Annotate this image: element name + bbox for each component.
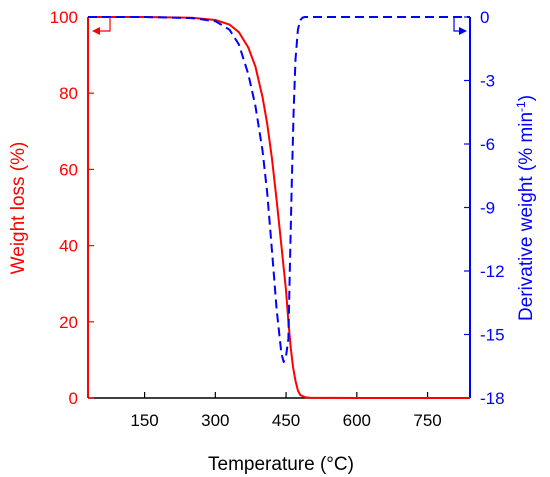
left-y-tick-label: 80	[59, 84, 78, 103]
right-y-tick-label: -12	[480, 262, 505, 281]
x-axis-title: Temperature (°C)	[208, 454, 354, 475]
left-y-tick-label: 0	[69, 389, 78, 408]
right-y-tick-label: -9	[480, 199, 495, 218]
annotation-layer	[92, 17, 467, 35]
x-tick-label: 600	[343, 411, 371, 430]
right-y-tick-label: -3	[480, 72, 495, 91]
left-axis-arrow-line	[96, 17, 111, 32]
right-axis-arrowhead	[459, 27, 467, 35]
left-y-tick-label: 20	[59, 313, 78, 332]
right-axis-title-main: Derivative weight (% min	[516, 112, 537, 321]
series-layer	[88, 16, 470, 399]
tick-layer: 150 300 450 600 750 0 20 40 60 80 100 0 -3 -6 -9 -12 -15…	[50, 8, 505, 430]
left-y-tick-label: 100	[50, 8, 78, 27]
weight-loss-line	[88, 16, 470, 399]
x-tick-label: 750	[413, 411, 441, 430]
right-axis-title-close: )	[516, 95, 537, 101]
x-tick-label: 150	[130, 411, 158, 430]
x-tick-label: 450	[272, 411, 300, 430]
right-y-tick-label: -15	[480, 326, 505, 345]
left-y-tick-label: 40	[59, 237, 78, 256]
derivative-weight-line	[88, 16, 470, 363]
right-axis-title-superscript: -1	[514, 101, 528, 112]
left-axis-title: Weight loss (%)	[8, 142, 29, 275]
right-axis-title: Derivative weight (% min-1)	[514, 95, 537, 321]
right-y-tick-label: -18	[480, 389, 505, 408]
left-y-tick-label: 60	[59, 160, 78, 179]
left-axis-arrowhead	[92, 27, 100, 35]
x-tick-label: 300	[201, 411, 229, 430]
right-y-tick-label: 0	[480, 8, 489, 27]
right-y-tick-label: -6	[480, 135, 495, 154]
